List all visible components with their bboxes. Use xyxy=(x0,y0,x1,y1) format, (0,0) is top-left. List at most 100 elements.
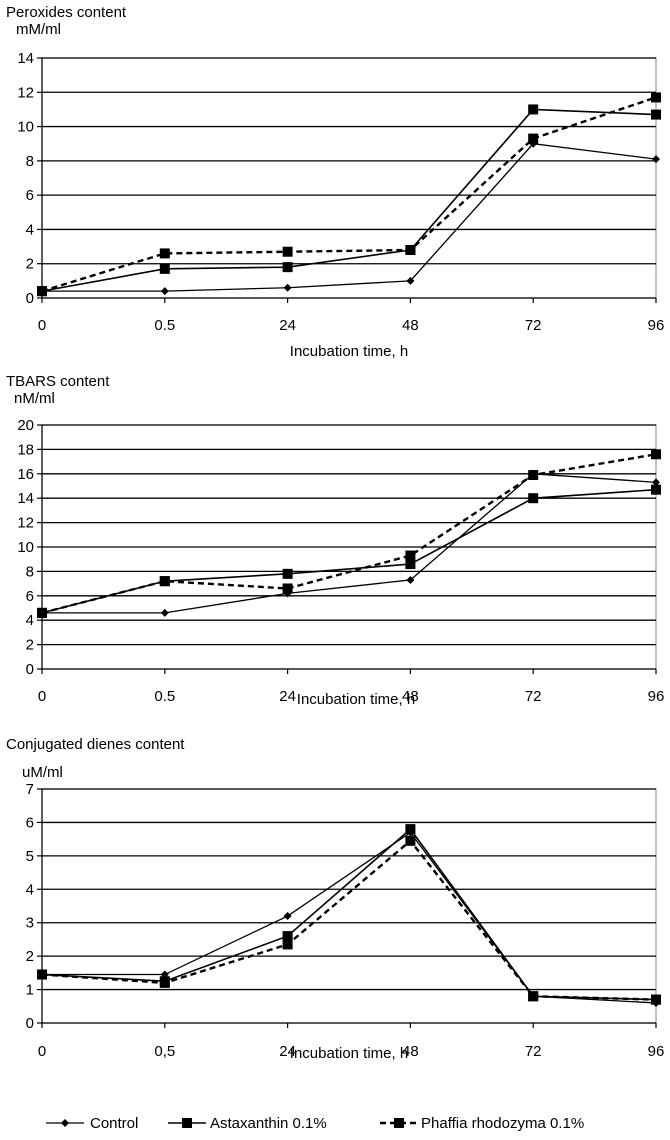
data-point xyxy=(160,608,169,617)
x-tick-label: 72 xyxy=(525,317,542,334)
x-tick-label: 96 xyxy=(648,1043,665,1060)
series-line xyxy=(42,473,657,614)
chart-2-title: TBARS content xyxy=(6,373,110,390)
data-point xyxy=(37,607,47,618)
data-point xyxy=(528,493,539,504)
chart-3-xlabel: Incubation time, h xyxy=(290,1045,408,1062)
y-tick-label: 4 xyxy=(26,881,34,898)
x-tick-label: 0.5 xyxy=(154,688,175,705)
y-tick-label: 2 xyxy=(26,637,34,654)
series-line xyxy=(41,488,657,614)
y-tick-label: 7 xyxy=(26,781,34,798)
data-point xyxy=(528,991,539,1002)
data-point xyxy=(159,248,170,259)
x-tick-label: 24 xyxy=(279,1043,296,1060)
y-tick-label: 0 xyxy=(26,1015,34,1032)
y-tick-label: 2 xyxy=(26,948,34,965)
legend-marker xyxy=(182,1118,192,1128)
series-3 xyxy=(37,835,661,1005)
series-1 xyxy=(38,469,660,617)
y-tick-label: 10 xyxy=(17,539,34,556)
legend-item-astaxanthin xyxy=(168,1118,206,1128)
legend-label-astaxanthin: Astaxanthin 0.1% xyxy=(210,1115,327,1132)
x-tick-label: 72 xyxy=(525,688,542,705)
data-point xyxy=(159,576,170,587)
data-point xyxy=(282,583,293,594)
chart-conjugated-dienes: 0 1 2 3 4 5 6 7 0 0,5 24 48 72 96 xyxy=(26,781,665,1060)
x-tick-label: 48 xyxy=(402,317,419,334)
data-point xyxy=(405,559,416,570)
y-tick-label: 12 xyxy=(17,515,34,532)
series-line xyxy=(41,96,657,293)
x-tick-label: 48 xyxy=(402,688,419,705)
data-point xyxy=(651,484,661,495)
y-tick-label: 6 xyxy=(26,187,34,204)
series-3 xyxy=(37,449,661,618)
chart-2-unit: nM/ml xyxy=(14,390,55,407)
data-point xyxy=(406,276,415,285)
data-point xyxy=(282,246,293,257)
series-line xyxy=(41,453,657,615)
series-2 xyxy=(37,484,661,618)
y-tick-label: 8 xyxy=(26,153,34,170)
x-tick-label: 0 xyxy=(38,317,46,334)
legend-marker xyxy=(61,1119,69,1127)
data-point xyxy=(528,133,539,144)
chart-3-unit: uM/ml xyxy=(22,764,63,781)
data-point xyxy=(405,835,416,846)
chart-1-xlabel: Incubation time, h xyxy=(290,343,408,360)
x-tick-label: 96 xyxy=(648,688,665,705)
y-tick-label: 2 xyxy=(26,256,34,273)
y-tick-label: 16 xyxy=(17,466,34,483)
chart-1-title: Peroxides content xyxy=(6,4,127,21)
data-point xyxy=(159,977,170,988)
y-tick-label: 12 xyxy=(17,84,34,101)
data-point xyxy=(651,109,661,120)
data-point xyxy=(405,550,416,561)
x-tick-label: 0,5 xyxy=(154,1043,175,1060)
y-tick-label: 4 xyxy=(26,612,34,629)
y-tick-label: 0 xyxy=(26,661,34,678)
plot-area xyxy=(41,57,657,299)
legend: Control Astaxanthin 0.1% Phaffia rhodozy… xyxy=(46,1115,584,1132)
data-point xyxy=(652,478,660,487)
data-point xyxy=(282,568,293,579)
data-point xyxy=(282,931,293,942)
data-point xyxy=(37,286,47,297)
data-point xyxy=(406,575,415,584)
y-tick-label: 6 xyxy=(26,588,34,605)
data-point xyxy=(528,104,539,115)
series-line xyxy=(41,839,657,1001)
y-tick-label: 3 xyxy=(26,915,34,932)
data-point xyxy=(160,287,169,296)
y-tick-label: 0 xyxy=(26,290,34,307)
series-1 xyxy=(38,139,660,296)
legend-label-control: Control xyxy=(90,1115,138,1132)
y-tick-label: 20 xyxy=(17,417,34,434)
legend-item-control xyxy=(46,1119,84,1127)
legend-marker xyxy=(394,1118,404,1128)
data-point xyxy=(282,939,293,950)
series-line xyxy=(42,831,657,1004)
series-line xyxy=(41,108,657,292)
data-point xyxy=(283,283,292,292)
y-tick-label: 14 xyxy=(17,490,34,507)
chart-3-title: Conjugated dienes content xyxy=(6,736,185,753)
data-point xyxy=(37,969,47,980)
y-tick-label: 10 xyxy=(17,119,34,136)
x-tick-label: 48 xyxy=(402,1043,419,1060)
data-point xyxy=(405,824,416,835)
y-tick-label: 1 xyxy=(26,982,34,999)
series-2 xyxy=(37,104,661,297)
data-point xyxy=(159,263,170,274)
y-tick-label: 14 xyxy=(17,50,34,67)
chart-2-xlabel: Incubation time, h xyxy=(297,691,415,708)
y-tick-label: 8 xyxy=(26,563,34,580)
chart-1-unit: mM/ml xyxy=(16,21,61,38)
x-tick-label: 24 xyxy=(279,688,296,705)
series-line xyxy=(42,143,657,292)
legend-label-phaffia: Phaffia rhodozyma 0.1% xyxy=(421,1115,584,1132)
x-tick-label: 24 xyxy=(279,317,296,334)
series-3 xyxy=(37,92,661,297)
